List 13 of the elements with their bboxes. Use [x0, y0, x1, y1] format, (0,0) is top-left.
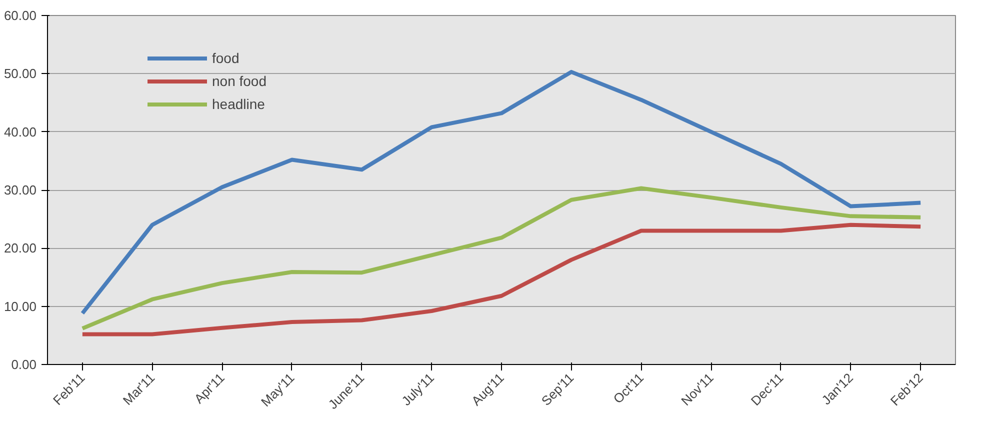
- line-series: [80, 222, 923, 336]
- y-tick-label: 60.00: [4, 8, 37, 23]
- line-series: [80, 70, 923, 316]
- y-tick-label: 40.00: [4, 124, 37, 140]
- y-tick-label: 50.00: [4, 66, 37, 82]
- legend-label: non food: [212, 73, 266, 89]
- legend-label: headline: [212, 96, 265, 112]
- line-series: [80, 186, 923, 330]
- y-tick-label: 10.00: [4, 298, 37, 314]
- legend-label: food: [212, 50, 240, 66]
- y-tick-label: 30.00: [4, 182, 37, 198]
- y-tick-label: 20.00: [4, 240, 37, 256]
- y-tick-label: 0.00: [11, 357, 37, 372]
